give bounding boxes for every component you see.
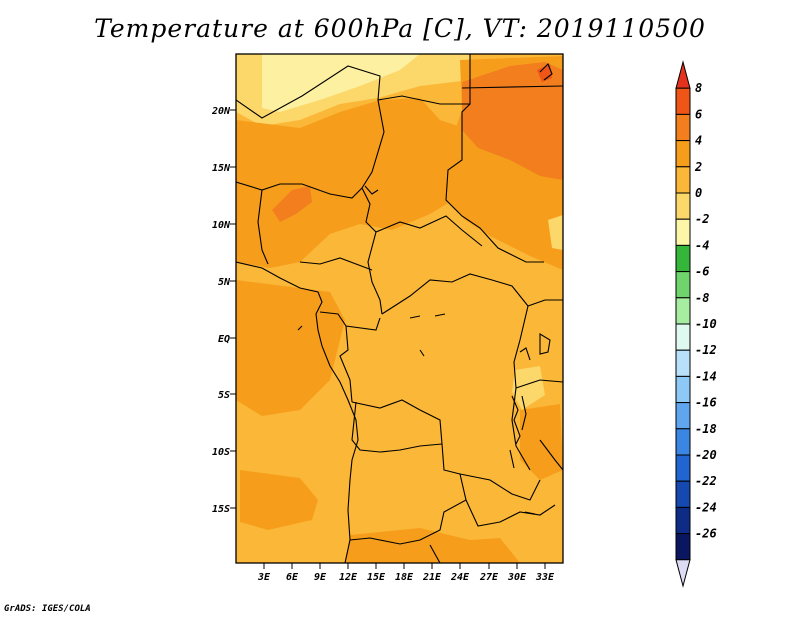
colorbar-label: -26: [695, 527, 717, 541]
colorbar-label: -10: [695, 317, 717, 331]
colorbar-label: -4: [695, 238, 709, 252]
lon-label: 18E: [395, 572, 414, 583]
lon-label: 21E: [422, 572, 442, 583]
colorbar-label: -22: [695, 474, 717, 488]
colorbar-segment: [675, 244, 691, 273]
colorbar-arrow-bottom: [675, 559, 691, 588]
colorbar-segment: [675, 166, 691, 194]
colorbar-label: 8: [695, 81, 702, 95]
colorbar-segment: [675, 480, 691, 508]
colorbar-label: 2: [694, 160, 702, 174]
colorbar-segment: [675, 113, 691, 142]
lat-label: 10S: [212, 447, 230, 458]
colorbar-segment: [675, 533, 691, 561]
colorbar-label: -16: [695, 396, 717, 410]
map-frame: [235, 53, 564, 564]
lat-label: EQ: [218, 334, 230, 345]
colorbar-segment: [675, 402, 691, 430]
map-title: Temperature at 600hPa [C], VT: 201911050…: [94, 14, 706, 43]
colorbar-segment: [675, 271, 691, 299]
lat-label: 15N: [212, 163, 231, 174]
colorbar-label: 4: [695, 134, 702, 148]
country-borders: [236, 54, 563, 563]
colorbar-segment: [675, 140, 691, 168]
lon-label: 30E: [507, 572, 527, 583]
colorbar-segment: [675, 349, 691, 377]
colorbar-segment: [675, 375, 691, 404]
colorbar-label: -24: [695, 500, 717, 514]
colorbar-label: -2: [695, 212, 709, 226]
lon-label: 27E: [479, 572, 499, 583]
colorbar-label: -20: [695, 448, 717, 462]
lat-label: 5N: [218, 277, 231, 288]
colorbar-label: -18: [695, 422, 717, 436]
lat-label: 10N: [212, 220, 231, 231]
colorbar-segment: [675, 297, 691, 325]
colorbar-label: 6: [695, 107, 702, 121]
lon-label: 12E: [339, 572, 358, 583]
lon-label: 6E: [286, 572, 299, 583]
colorbar-label: 0: [695, 186, 702, 200]
lon-label: 24E: [450, 572, 470, 583]
lon-label: 15E: [367, 572, 386, 583]
colorbar-segment: [675, 87, 691, 115]
colorbar-segment: [675, 454, 691, 482]
longitude-axis: 3E 6E 9E 12E 15E 18E 21E 24E 27E 30E 33E: [257, 563, 555, 583]
colorbar-label: -14: [695, 369, 717, 383]
colorbar-label: -8: [695, 291, 709, 305]
colorbar-label: -6: [695, 265, 709, 279]
lon-label: 3E: [257, 572, 271, 583]
latitude-axis: 20N 15N 10N 5N EQ 5S 10S 15S: [211, 106, 236, 515]
lon-label: 9E: [314, 572, 327, 583]
grads-credit: GrADS: IGES/COLA: [4, 604, 91, 614]
lat-label: 20N: [211, 106, 231, 117]
lat-label: 15S: [212, 504, 230, 515]
colorbar-segment: [675, 323, 691, 351]
colorbar-segment: [675, 218, 691, 246]
colorbar-segment: [675, 428, 691, 456]
temperature-field: [236, 54, 563, 563]
lat-label: 5S: [218, 390, 230, 401]
colorbar-arrow-top: [675, 60, 691, 89]
colorbar: 8 6 4 2 0 -2 -4 -6 -8 -10 -12 -14 -16 -18 -20 -22 -24 -26: [675, 60, 717, 588]
colorbar-segment: [675, 192, 691, 220]
lon-label: 33E: [535, 572, 555, 583]
colorbar-segment: [675, 506, 691, 535]
colorbar-label: -12: [695, 343, 717, 357]
